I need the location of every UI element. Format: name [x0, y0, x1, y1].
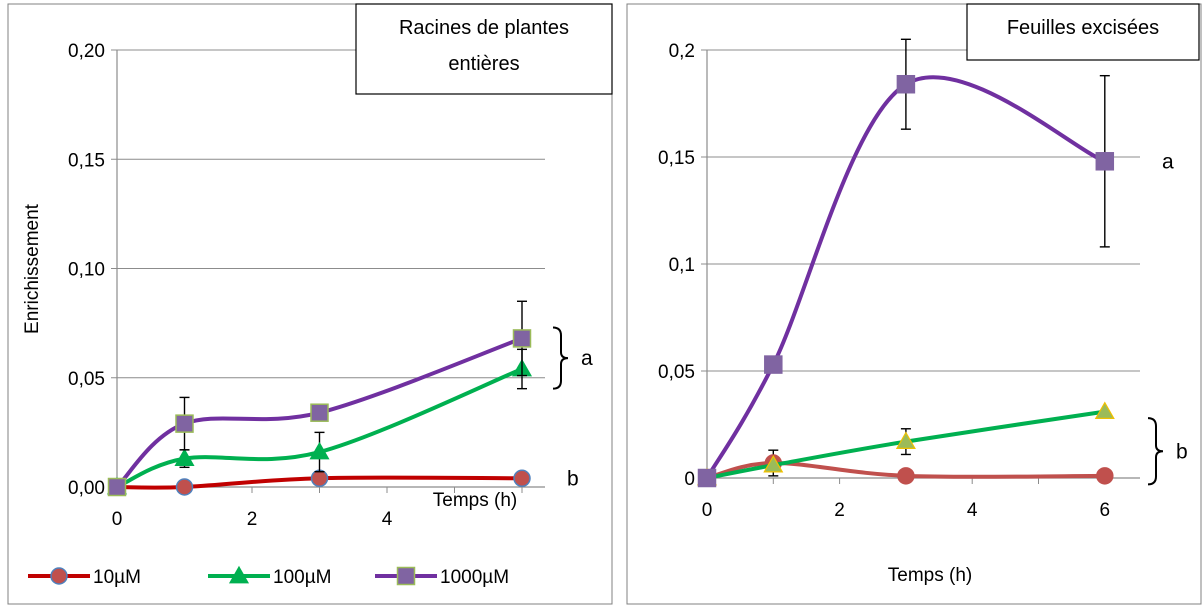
data-point [513, 469, 531, 488]
data-point [175, 478, 194, 496]
data-point [897, 467, 915, 485]
series-100µM [696, 401, 1115, 486]
chart-title: entières [448, 53, 519, 75]
group-bracket [552, 326, 569, 390]
y-tick-label: 0,2 [669, 41, 695, 62]
legend-marker [396, 566, 416, 586]
series-line [115, 475, 524, 490]
series-line [115, 367, 524, 489]
legend-label: 10µM [93, 567, 141, 588]
data-point [697, 468, 717, 488]
chart-panel-2: 0 0,05 0,1 0,15 0,2 0 2 4 6 Temps (h) a b Feuilles e… [626, 3, 1202, 605]
y-tick-label: 0,15 [68, 150, 105, 171]
series-line [115, 336, 524, 489]
x-tick-label: 0 [112, 509, 123, 530]
series-line [705, 75, 1107, 480]
data-point [309, 441, 330, 460]
group-letter: a [581, 347, 593, 370]
x-tick-label: 2 [247, 509, 258, 530]
y-tick-label: 0,1 [669, 255, 695, 276]
chart-title: Feuilles excisées [1007, 17, 1159, 39]
data-point [1094, 401, 1115, 420]
y-tick-label: 0,00 [68, 478, 105, 499]
series-line [705, 461, 1107, 480]
chart-panel-1: 0,00 0,05 0,10 0,15 0,20 0 2 4 Temps (h) Enrichis… [7, 3, 613, 605]
y-tick-label: 0,05 [658, 362, 695, 383]
group-bracket [1147, 417, 1164, 486]
data-point [895, 431, 916, 449]
y-tick-label: 0,05 [68, 369, 105, 390]
data-point [1096, 467, 1114, 485]
data-point [310, 403, 329, 422]
group-letter: a [1162, 150, 1174, 173]
chart-title: Racines de plantes [399, 17, 569, 39]
data-point [896, 74, 916, 94]
y-axis-label: Enrichissement [22, 203, 43, 334]
data-point [107, 477, 127, 497]
x-tick-label: 6 [1100, 500, 1111, 521]
panel-frame [626, 3, 1202, 605]
data-point [763, 454, 784, 473]
legend-marker [50, 567, 68, 585]
data-point [764, 355, 783, 374]
x-tick-label: 4 [967, 500, 978, 521]
data-point [512, 329, 532, 348]
chart-title-box [966, 3, 1200, 61]
x-axis-label: Temps (h) [888, 565, 972, 586]
x-tick-label: 4 [382, 509, 393, 530]
x-tick-label: 2 [834, 500, 845, 521]
legend-label: 100µM [273, 567, 331, 588]
y-tick-label: 0,20 [68, 41, 105, 62]
legend-label: 1000µM [440, 567, 509, 588]
group-letter: b [1176, 440, 1188, 463]
series-1000µM [697, 38, 1115, 488]
y-tick-label: 0,10 [68, 260, 105, 281]
x-tick-label: 0 [702, 500, 713, 521]
y-tick-label: 0,15 [658, 148, 695, 169]
data-point [174, 448, 195, 466]
data-point [310, 469, 329, 488]
series-1000µM [107, 300, 532, 497]
data-point [1095, 152, 1115, 171]
data-point [175, 414, 194, 433]
chart-title-box [355, 3, 613, 95]
legend-marker [228, 565, 250, 584]
panel-frame [7, 3, 613, 605]
group-letter: b [567, 467, 579, 490]
x-axis-label: Temps (h) [433, 490, 517, 511]
y-tick-label: 0 [684, 469, 695, 490]
series-line [705, 409, 1107, 480]
